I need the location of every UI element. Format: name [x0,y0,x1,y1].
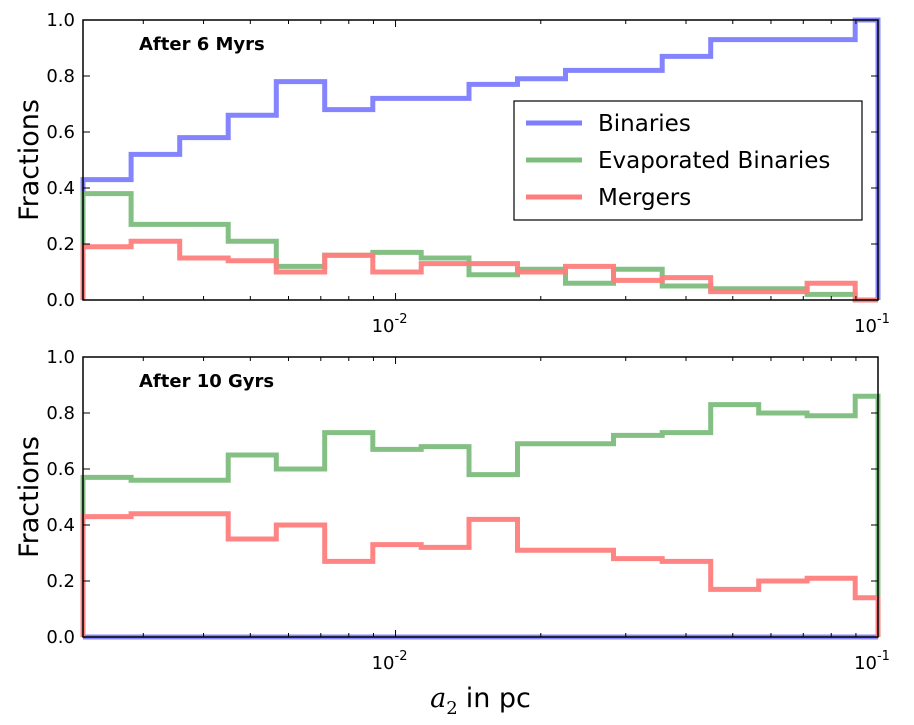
x-tick-label: 10-2 [372,312,408,337]
x-tick-base: 10 [372,653,395,674]
series-binaries-step [80,17,881,300]
y-tick-label: 0.4 [46,178,75,199]
legend-label-mergers: Mergers [598,185,691,211]
x-tick-base: 10 [854,653,877,674]
series-evaporated-binaries-step [80,191,878,303]
x-tick-label: 10-1 [854,312,890,337]
x-tick-exponent: -1 [877,312,890,327]
y-axis-label: Fractions [14,436,45,558]
bottom-panel: 0.00.20.40.60.81.010-2 10-1FractionsAfter… [14,347,890,719]
x-tick-label: 10-2 [372,649,408,674]
y-tick-label: 0.0 [46,290,75,311]
x-axis-label: a2 in pc [430,683,531,719]
x-tick-exponent: -2 [395,649,408,664]
y-tick-label: 0.2 [46,571,75,592]
legend-label-binaries: Binaries [598,111,691,137]
x-axis-label-unit: in pc [466,683,531,714]
y-tick-label: 0.6 [46,122,75,143]
legend: Binaries Evaporated Binaries Mergers [513,100,863,221]
x-tick-base: 10 [854,316,877,337]
axes-frame [82,19,879,301]
legend-label-evaporated-binaries: Evaporated Binaries [598,148,830,174]
y-tick-label: 0.8 [46,403,75,424]
y-tick-label: 1.0 [46,347,75,368]
y-tick-label: 0.8 [46,66,75,87]
x-axis-label-var: a [430,683,446,714]
y-tick-label: 0.0 [46,627,75,648]
panel-annotation: After 6 Myrs [139,34,265,55]
series-evaporated-binaries-step [80,393,881,637]
series-mergers-step [80,511,881,637]
top-panel: 0.00.20.40.60.81.010-2 10-1FractionsAfter… [14,10,890,337]
y-axis-label: Fractions [14,99,45,221]
x-axis-label-sub: 2 [446,698,457,719]
x-tick-label: 10-1 [854,649,890,674]
axes-frame [82,356,879,638]
y-tick-label: 0.4 [46,515,75,536]
x-tick-base: 10 [372,316,395,337]
x-tick-exponent: -1 [877,649,890,664]
y-tick-label: 0.6 [46,459,75,480]
y-tick-label: 0.2 [46,234,75,255]
x-tick-exponent: -2 [395,312,408,327]
y-tick-label: 1.0 [46,10,75,31]
series-mergers-step [80,238,878,303]
panel-annotation: After 10 Gyrs [139,371,274,392]
